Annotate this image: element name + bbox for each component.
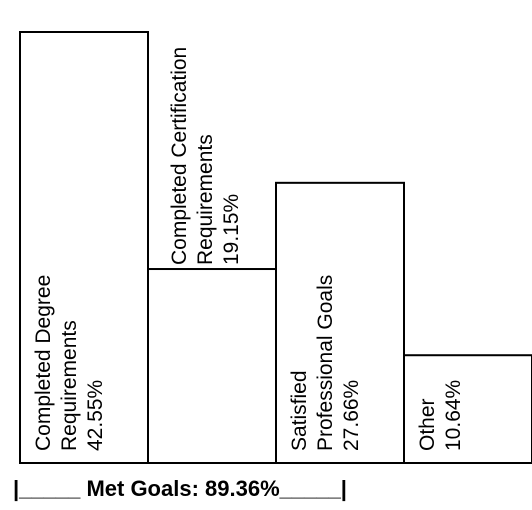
bar-label-satisfied-professional-goals-line-2: Professional Goals	[314, 275, 337, 451]
bar-label-satisfied-professional-goals-line-1: Satisfied	[288, 370, 311, 451]
bar-label-other-line-1: Other	[416, 398, 439, 451]
bar-label-completed-degree-requirements-line-3: 42.55%	[84, 380, 107, 451]
bar-label-completed-degree-requirements-line-1: Completed Degree	[32, 275, 55, 451]
bar-label-completed-certification-requirements-line-1: Completed Certification	[168, 47, 191, 265]
bar-other	[403, 354, 532, 464]
bar-completed-certification-requirements	[147, 268, 277, 465]
bar-label-completed-certification-requirements-line-3: 19.15%	[220, 194, 243, 265]
met-goals-footer: |_____ Met Goals: 89.36%_____|	[13, 476, 347, 501]
bar-label-completed-degree-requirements-line-2: Requirements	[58, 320, 81, 451]
bar-label-completed-certification-requirements-line-2: Requirements	[194, 134, 217, 265]
bar-satisfied-professional-goals	[275, 181, 405, 464]
bar-labels: Completed Degree Requirements 42.55%Comple…	[32, 47, 465, 451]
bars	[19, 31, 532, 465]
bar-completed-degree-requirements	[19, 31, 149, 464]
bar-label-satisfied-professional-goals-line-3: 27.66%	[340, 380, 363, 451]
bar-label-other-line-2: 10.64%	[442, 380, 465, 451]
